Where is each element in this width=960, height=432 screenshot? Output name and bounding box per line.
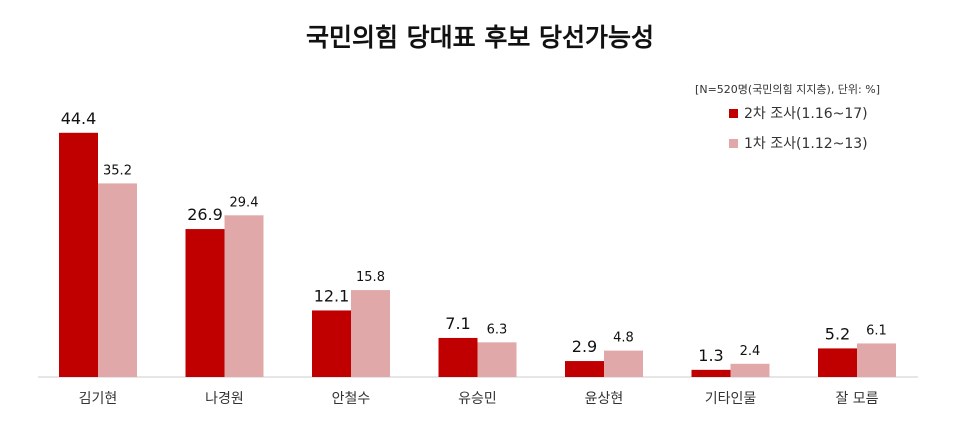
bar-first-survey-2 bbox=[351, 290, 390, 377]
data-label-first-survey-1: 29.4 bbox=[230, 195, 259, 210]
legend-label-1: 1차 조사(1.12~13) bbox=[744, 136, 868, 152]
bar-second-survey-6 bbox=[818, 348, 857, 377]
category-label-6: 잘 모름 bbox=[835, 391, 878, 407]
category-label-5: 기타인물 bbox=[705, 391, 757, 407]
data-label-first-survey-6: 6.1 bbox=[866, 323, 887, 338]
data-label-second-survey-2: 12.1 bbox=[314, 286, 350, 305]
data-label-second-survey-3: 7.1 bbox=[445, 314, 470, 333]
data-label-first-survey-0: 35.2 bbox=[103, 163, 132, 178]
data-label-second-survey-1: 26.9 bbox=[187, 205, 223, 224]
bar-second-survey-0 bbox=[59, 132, 98, 377]
bar-first-survey-4 bbox=[604, 350, 643, 377]
category-labels: 김기현 나경원 안철수 유승민 윤상현 기타인물 잘 모름 bbox=[79, 391, 879, 407]
data-label-first-survey-3: 6.3 bbox=[487, 322, 508, 337]
category-label-2: 안철수 bbox=[332, 391, 371, 407]
bar-second-survey-4 bbox=[565, 361, 604, 377]
data-label-first-survey-2: 15.8 bbox=[356, 270, 385, 285]
bar-first-survey-0 bbox=[98, 183, 137, 377]
chart-title: 국민의힘 당대표 후보 당선가능성 bbox=[306, 23, 654, 52]
bars: 44.4 35.2 26.9 29.4 12.1 15.8 7.1 6.3 2.9 4.8 1.3 2… bbox=[59, 109, 896, 377]
bar-second-survey-2 bbox=[312, 310, 351, 377]
legend-swatch-1 bbox=[729, 139, 738, 148]
category-label-0: 김기현 bbox=[79, 391, 118, 407]
bar-second-survey-3 bbox=[438, 337, 478, 377]
bar-second-survey-5 bbox=[691, 369, 731, 377]
chart-note: [N=520명(국민의힘 지지층), 단위: %] bbox=[695, 83, 880, 96]
legend: 2차 조사(1.16~17) 1차 조사(1.12~13) bbox=[729, 106, 868, 152]
data-label-second-survey-5: 1.3 bbox=[698, 346, 723, 365]
category-label-4: 윤상현 bbox=[585, 391, 624, 407]
bar-first-survey-6 bbox=[857, 343, 896, 377]
legend-swatch-0 bbox=[729, 109, 738, 118]
bar-first-survey-1 bbox=[224, 215, 264, 377]
category-label-3: 유승민 bbox=[458, 391, 497, 407]
data-label-second-survey-4: 2.9 bbox=[572, 337, 597, 356]
category-label-1: 나경원 bbox=[205, 391, 244, 407]
data-label-second-survey-0: 44.4 bbox=[61, 109, 97, 128]
bar-first-survey-3 bbox=[477, 342, 517, 377]
data-label-second-survey-6: 5.2 bbox=[825, 324, 850, 343]
data-label-first-survey-4: 4.8 bbox=[613, 331, 634, 346]
data-label-first-survey-5: 2.4 bbox=[740, 344, 761, 359]
bar-second-survey-1 bbox=[185, 229, 225, 377]
bar-first-survey-5 bbox=[730, 363, 770, 377]
legend-label-0: 2차 조사(1.16~17) bbox=[744, 106, 868, 122]
